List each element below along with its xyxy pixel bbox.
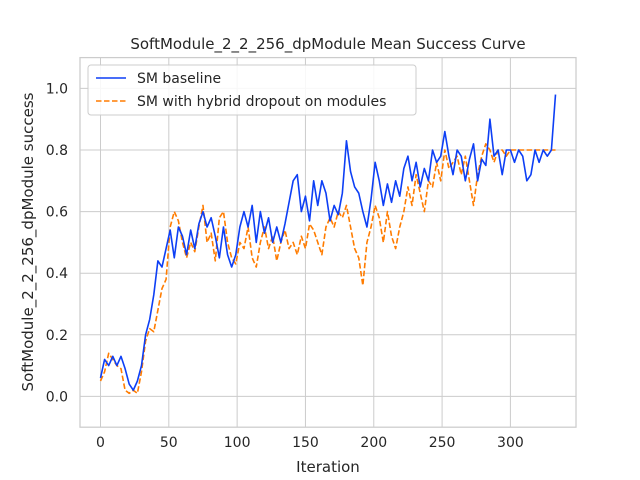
y-tick-labels: 0.0 0.2 0.4 0.6 0.8 1.0 xyxy=(46,81,68,405)
x-tick-label: 0 xyxy=(96,435,105,451)
x-tick-label: 150 xyxy=(292,435,319,451)
legend: SM baseline SM with hybrid dropout on mo… xyxy=(87,64,417,116)
y-tick-label: 0.4 xyxy=(46,266,68,282)
x-tick-label: 100 xyxy=(224,435,251,451)
x-axis-title: Iteration xyxy=(296,458,360,476)
y-axis-title: SoftModule_2_2_256_dpModule success xyxy=(19,92,38,391)
x-tick-labels: 0 50 100 150 200 250 300 xyxy=(96,435,524,451)
x-tick-label: 50 xyxy=(160,435,178,451)
legend-label-sm-hybrid-dropout: SM with hybrid dropout on modules xyxy=(137,94,386,110)
series-line-sm-baseline xyxy=(99,94,557,392)
legend-label-sm-baseline: SM baseline xyxy=(137,71,221,87)
y-tick-label: 0.0 xyxy=(46,389,68,405)
y-tick-label: 1.0 xyxy=(46,81,68,97)
x-tick-label: 300 xyxy=(497,435,524,451)
y-tick-label: 0.2 xyxy=(46,328,68,344)
x-tick-label: 200 xyxy=(360,435,387,451)
series-line-sm-hybrid-dropout xyxy=(99,143,556,395)
y-tick-label: 0.8 xyxy=(46,143,68,159)
chart-title: SoftModule_2_2_256_dpModule Mean Success… xyxy=(130,35,525,54)
legend-box xyxy=(87,64,417,116)
plot-frame xyxy=(79,56,577,428)
x-tick-label: 250 xyxy=(429,435,456,451)
series-layer xyxy=(99,94,557,395)
y-tick-label: 0.6 xyxy=(46,205,68,221)
